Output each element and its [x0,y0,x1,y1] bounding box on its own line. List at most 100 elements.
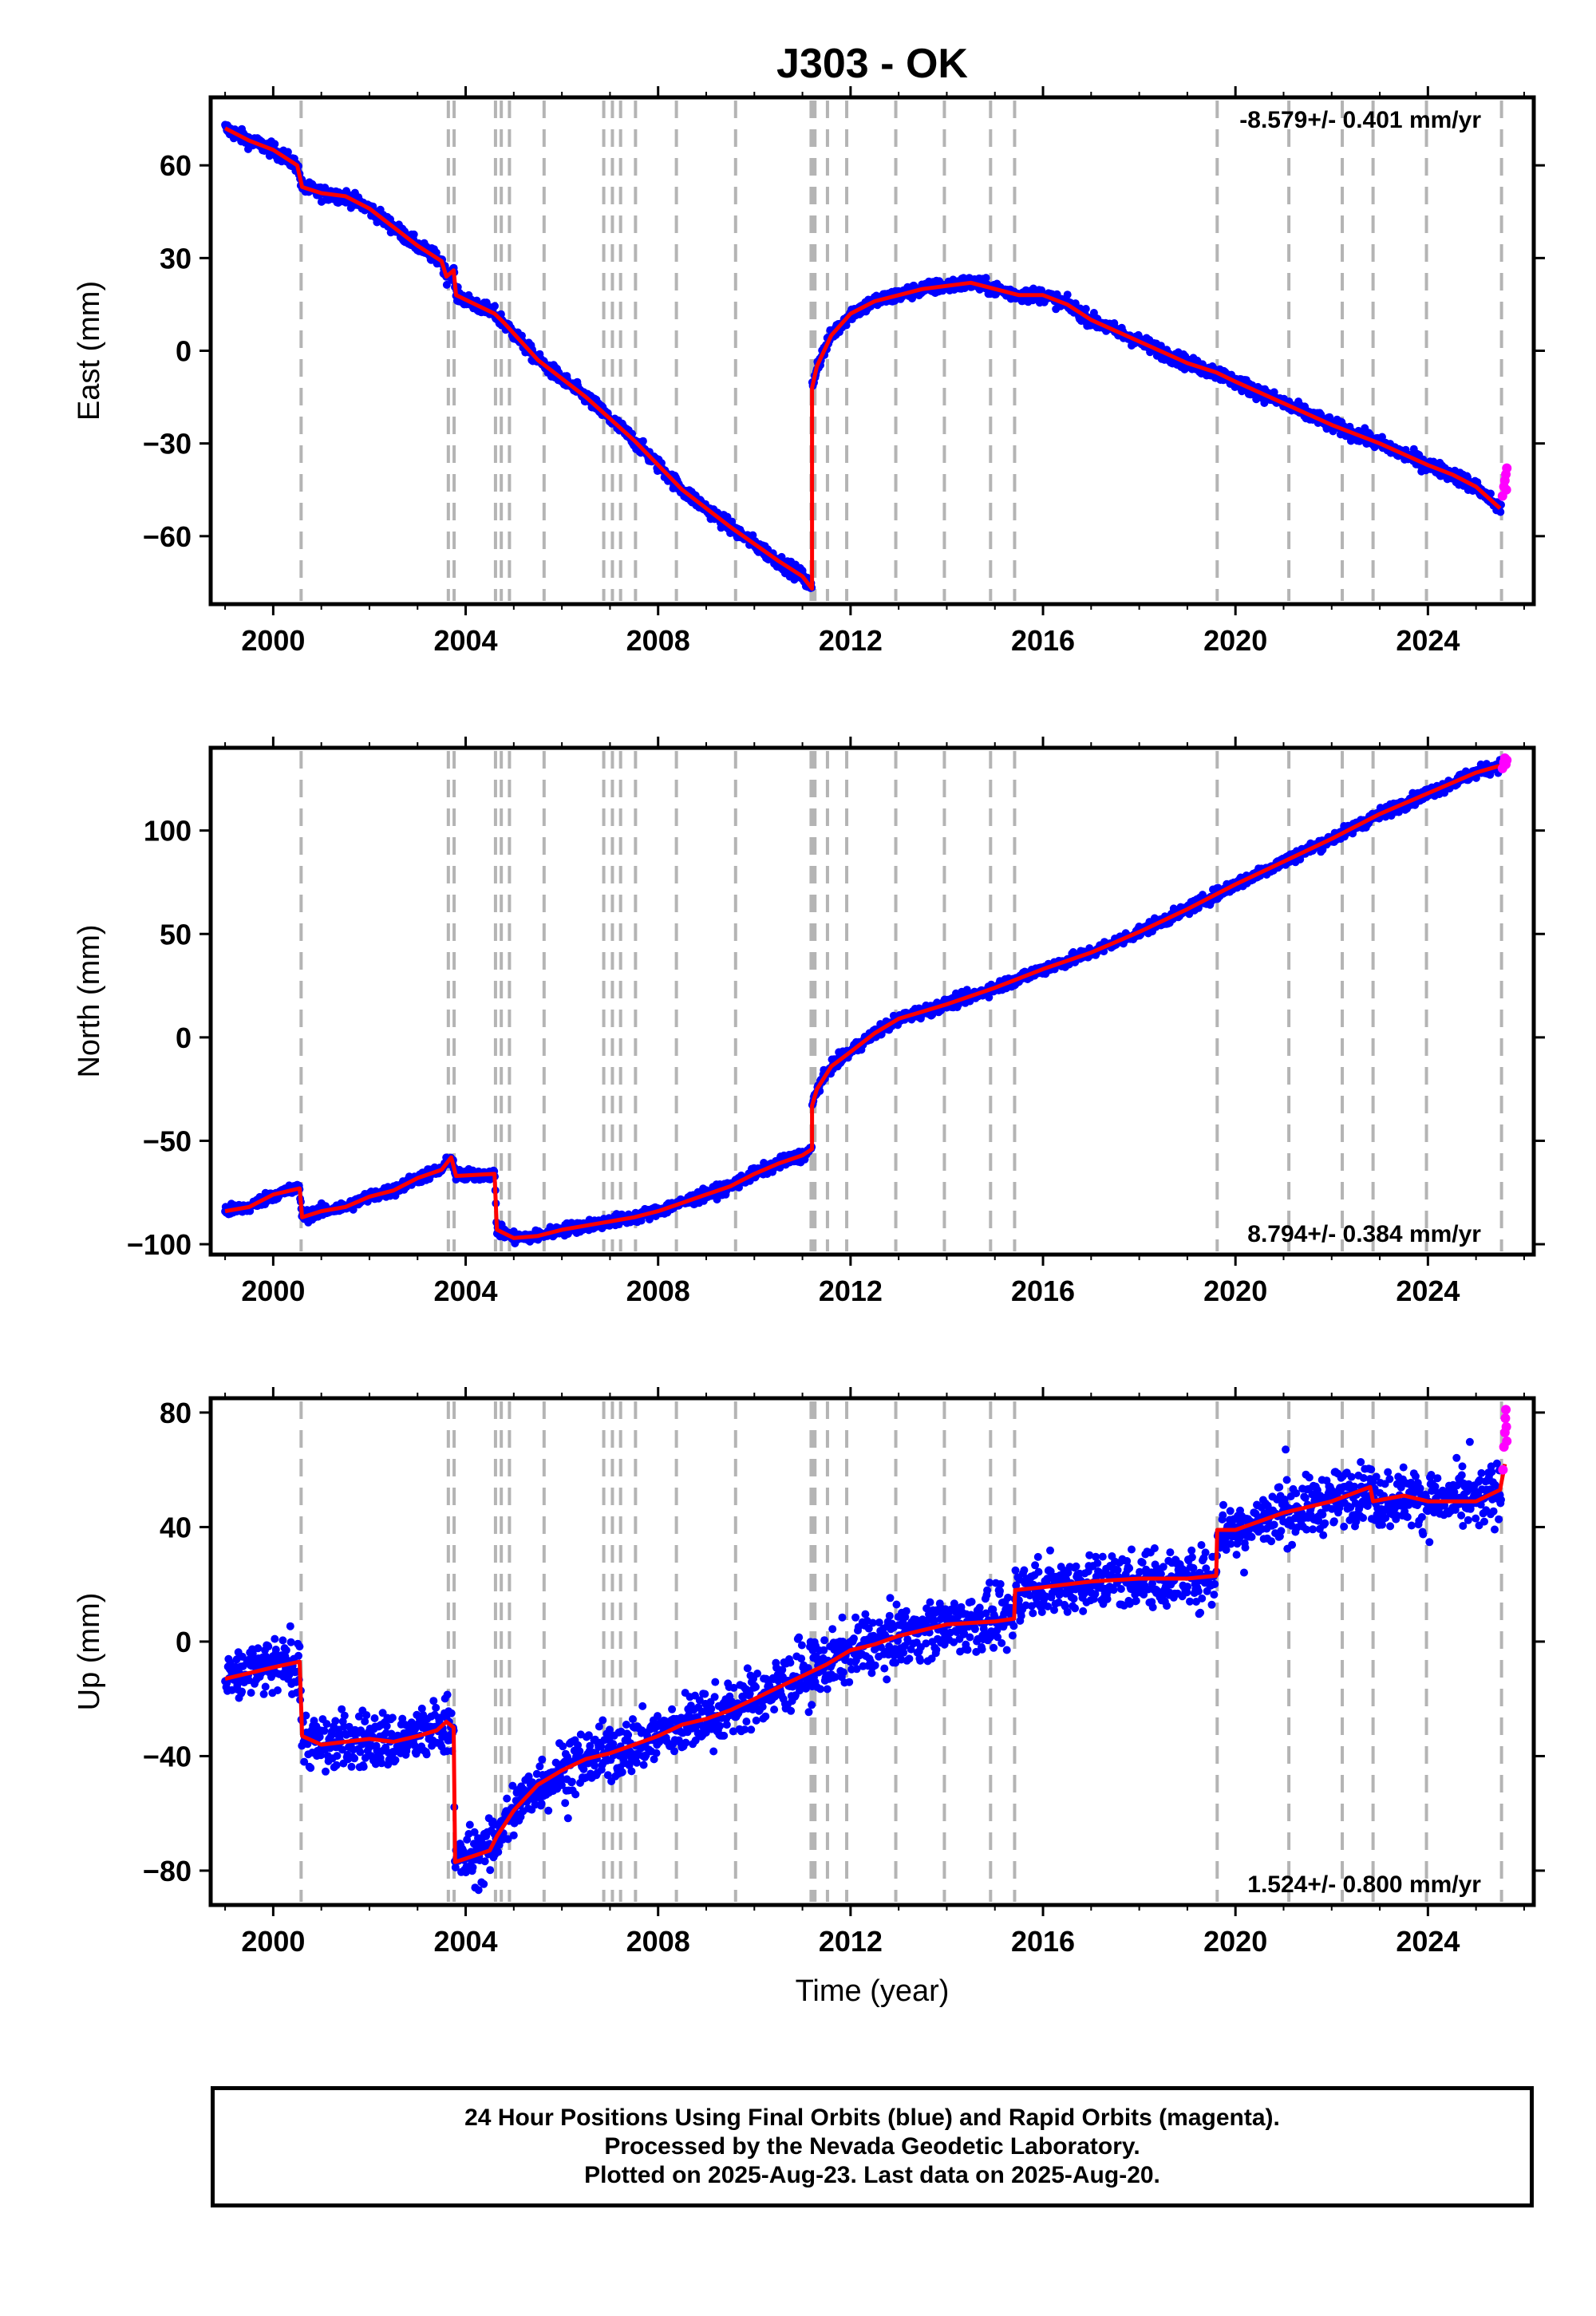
final-point [377,1759,386,1768]
final-point [286,1622,294,1630]
final-point [273,1686,282,1694]
up-panel: 2000 2004 2008 2012 2016 2020 2024−80−4004080U… [73,1387,1545,2008]
final-point [247,1689,255,1697]
east-rapid-points [1497,463,1512,501]
north-panel: 2000 2004 2008 2012 2016 2020 2024−100−5005010… [73,737,1545,1307]
final-point [338,1705,346,1713]
x-tick-label: 2000 [241,1275,305,1307]
final-point [279,1636,287,1645]
final-point [985,993,994,1002]
final-point [322,1720,331,1729]
final-point [271,140,279,148]
final-point [1378,433,1386,441]
y-tick-label: 50 [160,918,192,951]
final-point [340,1711,349,1720]
final-point [370,1714,379,1722]
final-point [238,1687,247,1696]
x-tick-label: 2016 [1011,624,1075,657]
final-point [347,1762,356,1771]
final-point [982,274,990,283]
y-tick-label: 100 [144,815,192,848]
x-tick-label: 2020 [1203,1275,1267,1307]
final-point [638,437,647,445]
final-point [302,1711,310,1720]
east-final-points [221,121,1505,592]
north-x-axis: 2000 2004 2008 2012 2016 2020 2024 [224,737,1525,1307]
rapid-point [1501,484,1511,495]
x-tick-label: 2008 [626,1275,690,1307]
final-point [295,1642,304,1651]
final-point [1063,290,1072,299]
east-panel: 2000 2004 2008 2012 2016 2020 2024−60−3003060E… [73,86,1545,657]
final-point [388,1713,397,1722]
y-tick-label: 0 [176,1022,192,1054]
final-point [294,1651,302,1660]
final-point [1472,773,1480,782]
final-point [777,552,786,561]
x-tick-label: 2004 [433,624,497,657]
x-tick-label: 2000 [241,624,305,657]
final-point [320,1726,329,1735]
final-point [345,1722,354,1731]
y-tick-label: −100 [127,1228,192,1261]
final-point [317,1751,326,1760]
north-y-axis: −100 −50 0 50 100 [127,815,1545,1261]
y-tick-label: 0 [176,335,192,368]
final-point [254,1644,263,1653]
final-point [350,1754,359,1763]
final-point [442,280,451,289]
east-model-line [223,126,1502,591]
final-point [491,302,499,310]
east-rate-label: -8.579+/- 0.401 mm/yr [1239,107,1481,133]
north-rapid-points [1497,753,1512,773]
final-point [359,1762,368,1771]
final-point [356,1748,365,1757]
final-point [354,1712,363,1721]
x-tick-label: 2012 [819,624,883,657]
x-tick-label: 2020 [1203,624,1267,657]
final-point [282,1646,290,1654]
final-point [264,1642,273,1651]
final-point [362,1711,371,1720]
x-tick-label: 2004 [433,1275,497,1307]
final-point [315,1733,324,1741]
final-point [333,1752,342,1761]
final-point [300,1757,309,1766]
x-tick-label: 2024 [1396,1275,1460,1307]
y-tick-label: −60 [143,520,192,553]
north-model-line [224,762,1506,1240]
final-point [1496,508,1505,516]
final-point [244,1676,253,1685]
north-rate-label: 8.794+/- 0.384 mm/yr [1247,1221,1481,1247]
rapid-point [1502,755,1512,765]
x-tick-label: 2024 [1396,624,1460,657]
final-point [306,1764,315,1773]
final-point [391,1756,400,1765]
final-point [361,1717,369,1725]
final-point [378,1709,387,1717]
east-frame [208,95,1536,607]
final-point [409,230,418,239]
north-y-label: North (mm) [73,924,106,1077]
final-point [371,1760,380,1769]
final-point [749,531,757,539]
final-point [332,1761,341,1769]
y-tick-label: −50 [143,1124,192,1157]
east-y-label: East (mm) [73,281,106,421]
chart-title: J303 - OK [776,41,968,87]
final-point [261,1682,270,1691]
y-tick-label: 30 [160,242,192,275]
final-point [227,1686,236,1694]
x-tick-label: 2008 [626,624,690,657]
final-point [259,1690,268,1698]
north-frame [208,745,1536,1257]
event-lines [299,101,1503,601]
final-point [331,1717,340,1725]
rapid-point [1502,463,1512,473]
final-point [382,1721,391,1730]
x-tick-label: 2016 [1011,1275,1075,1307]
final-point [286,1638,295,1646]
final-point [338,1745,346,1754]
